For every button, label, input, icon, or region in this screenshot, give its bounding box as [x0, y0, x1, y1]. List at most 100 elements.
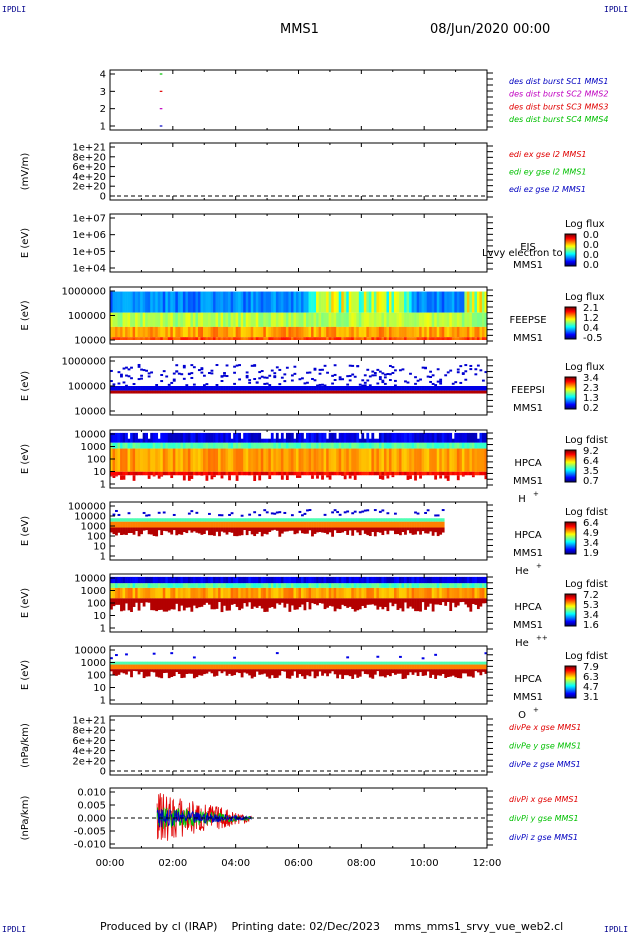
- y-tick-label: 1: [100, 624, 106, 635]
- spec-cell: [316, 384, 319, 387]
- colorbar-cell: [565, 322, 576, 324]
- spec-cell: [280, 521, 284, 528]
- spec-cell: [253, 326, 257, 338]
- spec-cell: [268, 664, 272, 670]
- colorbar-cell: [565, 390, 576, 392]
- spec-cell: [388, 664, 392, 670]
- spec-cell: [301, 583, 304, 588]
- spec-cell: [321, 326, 324, 338]
- spec-cell: [195, 337, 199, 341]
- x-tick-label: 04:00: [221, 858, 250, 869]
- spec-cell: [333, 432, 337, 443]
- spec-cell: [208, 583, 211, 588]
- spec-cell: [459, 471, 463, 476]
- spec-cell: [240, 587, 244, 599]
- spec-cell: [303, 471, 307, 476]
- spec-cell: [421, 576, 425, 584]
- spacecraft-title: MMS1: [280, 22, 319, 37]
- spec-cell: [411, 583, 415, 588]
- spec-cell: [228, 475, 231, 481]
- spec-cell: [110, 576, 113, 584]
- spec-cell: [197, 664, 201, 670]
- spec-cell: [421, 598, 425, 603]
- spec-cell: [273, 521, 277, 528]
- spec-cell: [424, 521, 427, 528]
- spec-cell: [213, 390, 216, 394]
- y-tick-label: 4: [100, 70, 106, 81]
- y-tick-label: 3: [100, 87, 106, 98]
- spec-cell: [223, 291, 226, 313]
- spec-cell: [145, 432, 148, 443]
- spec-cell: [220, 375, 224, 378]
- spec-cell: [454, 448, 458, 472]
- spec-cell: [180, 521, 184, 528]
- spec-cell: [484, 448, 488, 472]
- spec-cell: [394, 326, 397, 338]
- spec-cell: [373, 661, 377, 665]
- spec-cell: [223, 661, 226, 665]
- spec-cell: [456, 386, 460, 391]
- spec-cell: [336, 438, 340, 443]
- spec-cell: [265, 390, 269, 394]
- spec-cell: [202, 576, 206, 584]
- spec-cell: [162, 576, 166, 584]
- spec-cell: [303, 521, 307, 528]
- spec-cell: [316, 475, 319, 479]
- spec-cell: [205, 448, 209, 472]
- spec-cell: [401, 471, 405, 476]
- spec-cell: [120, 664, 123, 670]
- spec-cell: [451, 448, 455, 472]
- spec-cell: [170, 475, 174, 479]
- spec-cell: [444, 374, 448, 377]
- spec-cell: [313, 518, 317, 522]
- spec-cell: [421, 521, 425, 528]
- spec-cell: [192, 656, 196, 659]
- spec-cell: [167, 432, 171, 443]
- spec-cell: [260, 471, 264, 476]
- spec-cell: [280, 661, 284, 665]
- species-charge: +: [533, 706, 539, 714]
- spec-cell: [439, 326, 443, 338]
- colorbar-cell: [565, 385, 576, 387]
- spec-cell: [424, 448, 427, 472]
- spec-cell: [278, 521, 282, 528]
- spec-cell: [263, 664, 267, 670]
- spec-cell: [411, 521, 415, 528]
- spec-cell: [328, 521, 332, 528]
- spec-cell: [338, 442, 342, 449]
- spec-cell: [160, 527, 164, 536]
- spec-cell: [426, 598, 430, 607]
- spec-cell: [383, 442, 387, 449]
- spec-cell: [160, 442, 164, 449]
- spec-cell: [160, 432, 164, 443]
- spec-cell: [439, 518, 443, 522]
- spec-cell: [388, 390, 392, 394]
- spec-cell: [250, 312, 254, 327]
- spec-cell: [313, 368, 317, 371]
- spec-cell: [386, 386, 390, 391]
- y-tick-label: 100: [87, 455, 106, 466]
- instrument-label: FEEPSE: [509, 315, 546, 326]
- x-tick-label: 08:00: [347, 858, 376, 869]
- spec-cell: [348, 364, 352, 367]
- spec-cell: [228, 669, 231, 674]
- spec-cell: [275, 366, 279, 369]
- colorbar-cell: [565, 533, 576, 535]
- spec-cell: [137, 312, 141, 327]
- spec-cell: [341, 312, 345, 327]
- spec-cell: [436, 291, 440, 313]
- footer-produced-by: Produced by cl (IRAP): [100, 920, 218, 933]
- spec-cell: [466, 598, 470, 608]
- spec-cell: [238, 661, 241, 665]
- spec-cell: [298, 442, 302, 449]
- spec-cell: [311, 587, 314, 599]
- spec-cell: [346, 510, 350, 513]
- spec-cell: [434, 471, 438, 476]
- spec-cell: [323, 527, 327, 533]
- spec-cell: [378, 518, 382, 522]
- spec-cell: [419, 312, 422, 327]
- spec-cell: [323, 576, 327, 584]
- spec-cell: [130, 432, 133, 443]
- spec-cell: [383, 598, 387, 608]
- spec-cell: [120, 312, 123, 327]
